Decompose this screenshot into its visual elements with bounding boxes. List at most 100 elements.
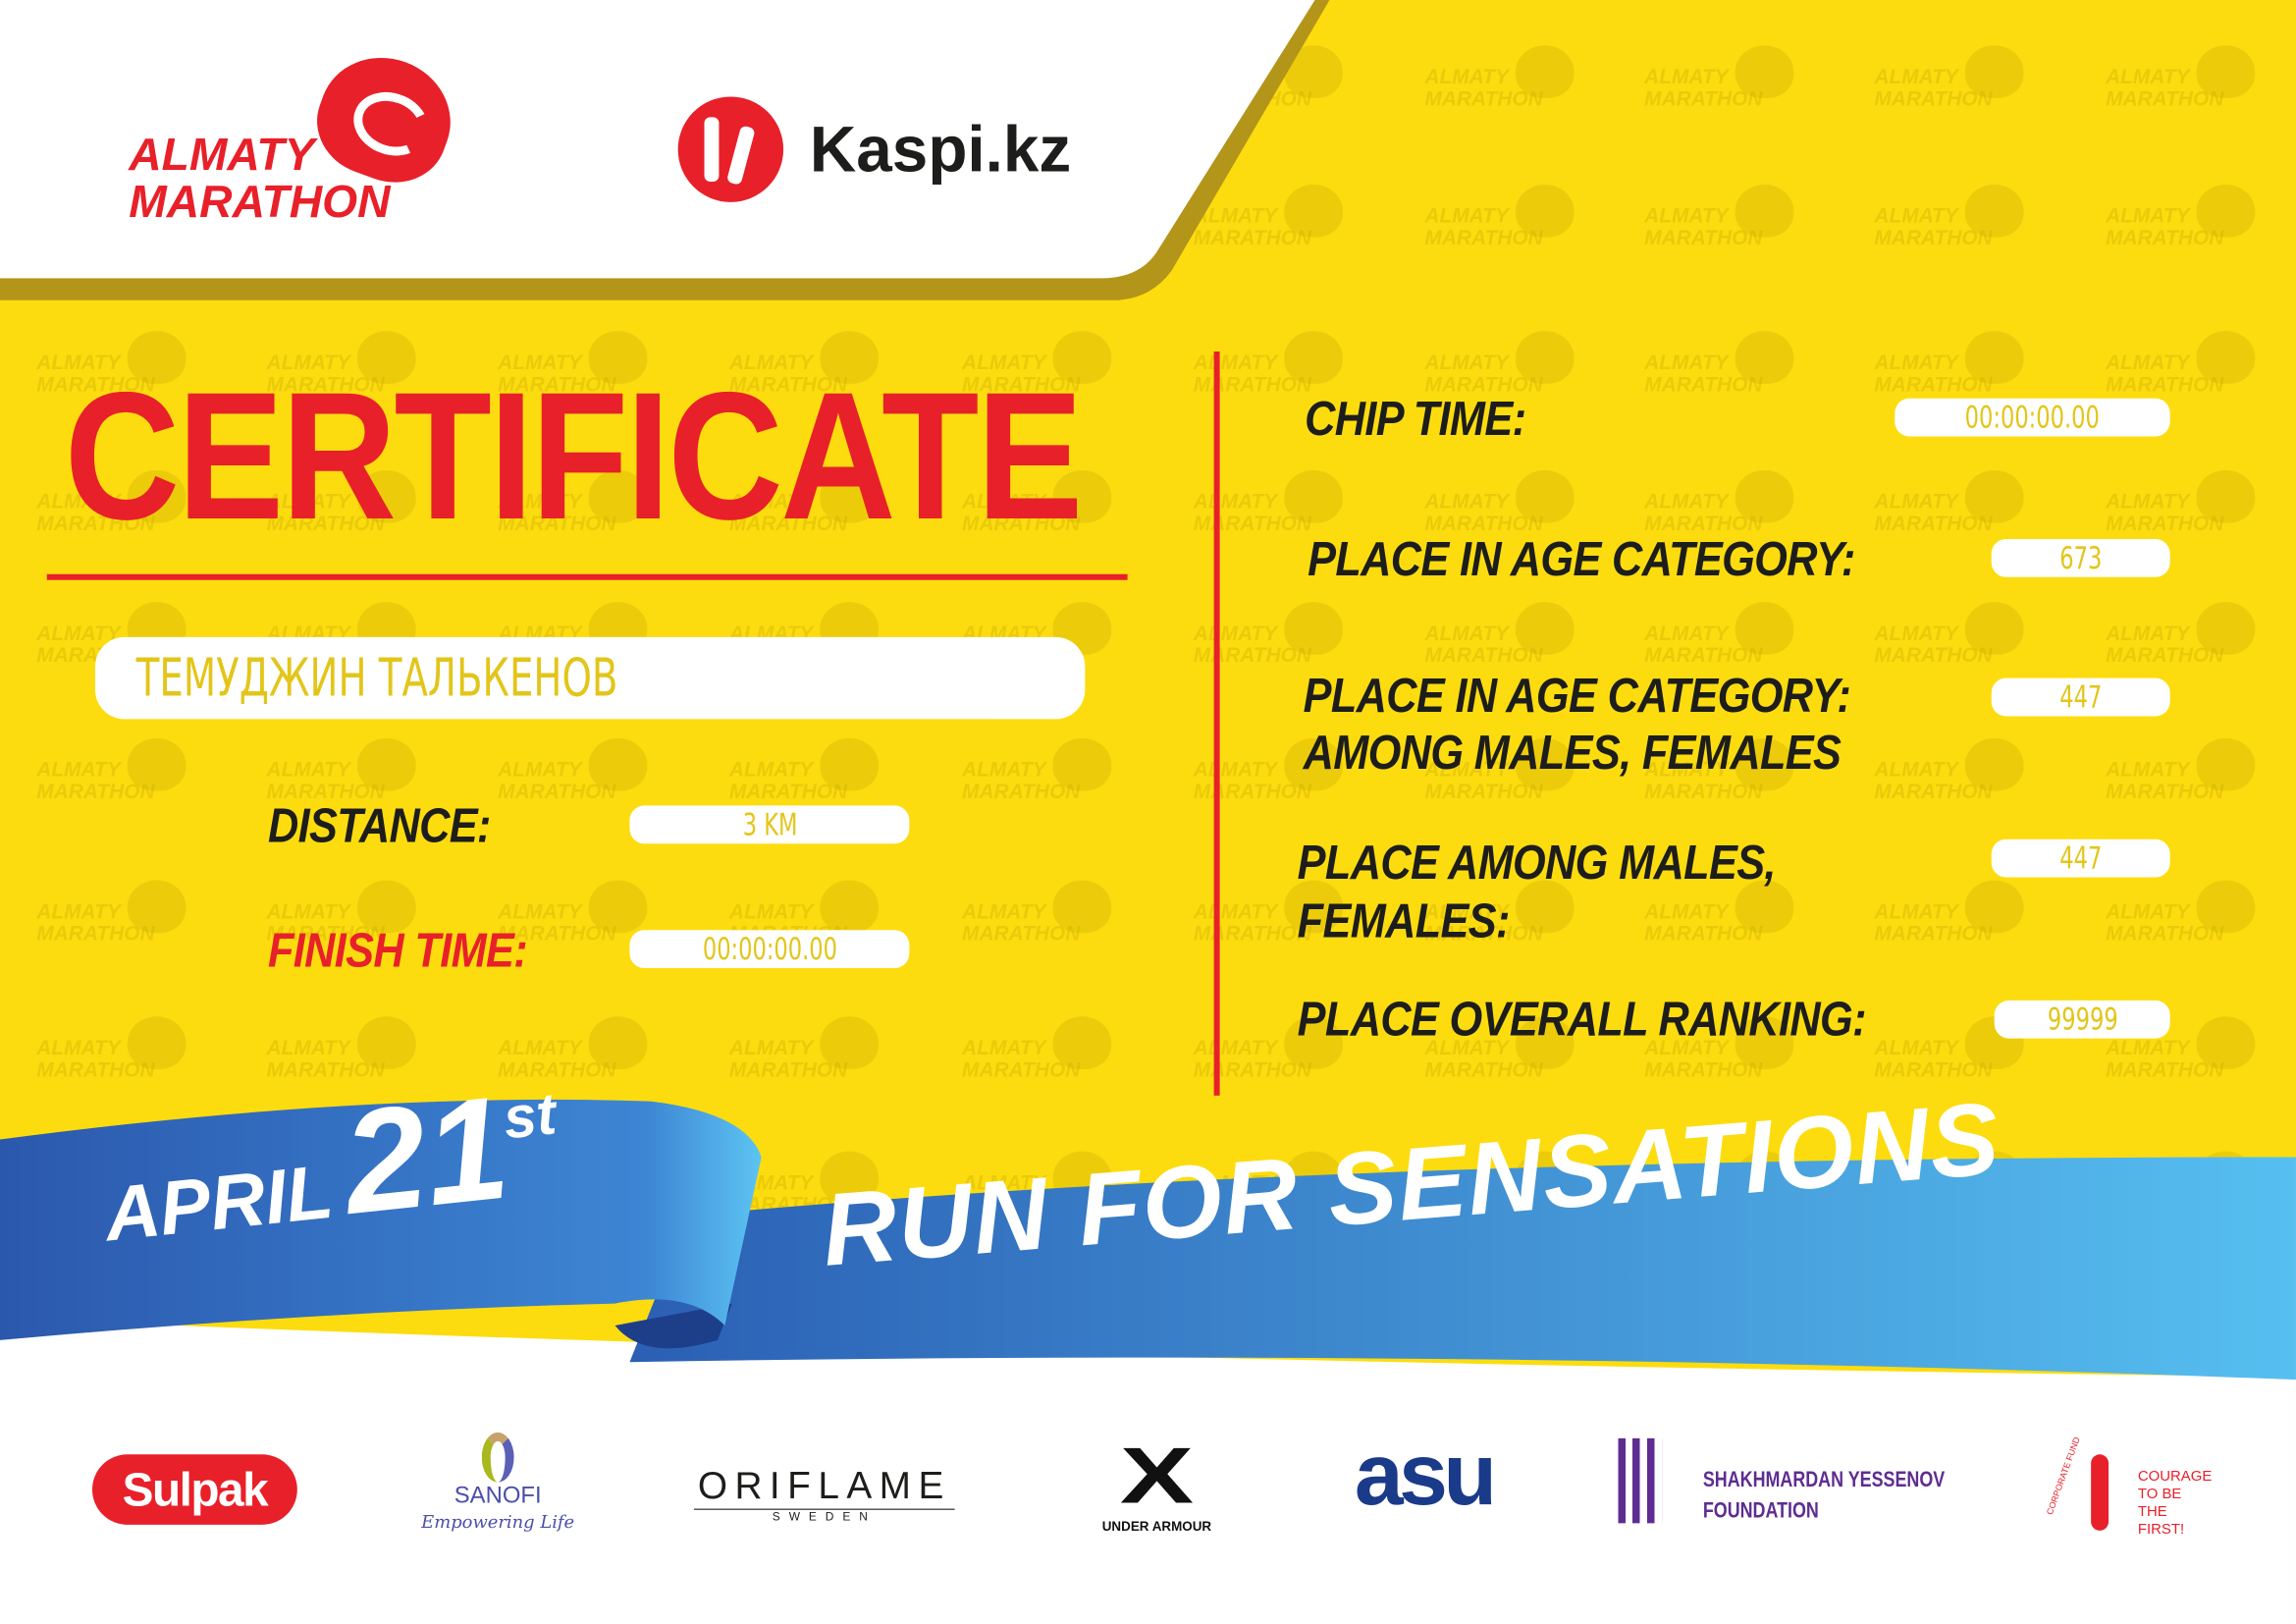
- runner-watermark-icon: [820, 1151, 880, 1205]
- runner-watermark-icon: [588, 737, 648, 791]
- watermark-tile: ALMATY MARATHON: [1644, 45, 1794, 110]
- watermark-tile: ALMATY MARATHON: [1874, 880, 2024, 945]
- watermark-tile: ALMATY MARATHON: [2106, 45, 2256, 110]
- runner-watermark-icon: [127, 1016, 187, 1069]
- watermark-tile: ALMATY MARATHON: [962, 331, 1112, 396]
- runner-watermark-icon: [1735, 1016, 1794, 1069]
- runner-watermark-icon: [2196, 602, 2256, 655]
- runner-watermark-icon: [1284, 880, 1343, 934]
- runner-watermark-icon: [588, 1016, 648, 1069]
- runner-watermark-icon: [1052, 331, 1112, 384]
- runner-watermark-icon: [1964, 880, 2024, 934]
- finish-time-label: FINISH TIME:: [267, 922, 528, 977]
- watermark-tile: ALMATY MARATHON: [266, 331, 416, 396]
- yessenov-emblem-icon: [1618, 1437, 1663, 1524]
- footer-white: [0, 1318, 2296, 1624]
- runner-watermark-icon: [1964, 45, 2024, 98]
- runner-watermark-icon: [1284, 469, 1343, 523]
- participant-name: ТЕМУДЖИН ТАЛЬКЕНОВ: [135, 648, 618, 709]
- age-category-value-field: 673: [1991, 538, 2170, 577]
- sponsor-asu: asu: [1354, 1425, 1497, 1524]
- sanofi-emblem-icon: [481, 1432, 514, 1483]
- watermark-tile: ALMATY MARATHON: [1424, 1016, 1575, 1081]
- sponsor-courage-fund: CORPORATE FUND COURAGE TO BE THE FIRST!: [2046, 1435, 2213, 1539]
- watermark-tile: ALMATY MARATHON: [1644, 469, 1794, 535]
- watermark-tile: ALMATY MARATHON: [36, 469, 187, 535]
- watermark-tile: ALMATY MARATHON: [266, 880, 416, 945]
- runner-watermark-icon: [1284, 184, 1343, 238]
- watermark-tile: ALMATY MARATHON: [2106, 737, 2256, 803]
- watermark-tile: ALMATY MARATHON: [729, 331, 880, 396]
- watermark-tile: ALMATY MARATHON: [2106, 880, 2256, 945]
- watermark-tile: ALMATY MARATHON: [1874, 1016, 2024, 1081]
- distance-label: DISTANCE:: [267, 797, 491, 853]
- gender-value-field: 447: [1991, 839, 2170, 878]
- sponsor-sanofi: SANOFI Empowering Life: [417, 1432, 578, 1532]
- watermark-tile: ALMATY MARATHON: [1424, 469, 1575, 535]
- watermark-tile: ALMATY MARATHON: [266, 737, 416, 803]
- watermark-tile: ALMATY MARATHON: [2106, 184, 2256, 249]
- watermark-tile: ALMATY MARATHON: [498, 1016, 648, 1081]
- watermark-tile: ALMATY MARATHON: [1424, 880, 1575, 945]
- runner-watermark-icon: [2196, 469, 2256, 523]
- runner-watermark-icon: [1284, 602, 1343, 655]
- age-category-gender-label-2: AMONG MALES, FEMALES: [1303, 725, 1842, 780]
- runner-watermark-icon: [1284, 1016, 1343, 1069]
- runner-watermark-icon: [1964, 331, 2024, 384]
- runner-watermark-icon: [1735, 45, 1794, 98]
- runner-watermark-icon: [820, 737, 880, 791]
- watermark-tile: ALMATY MARATHON: [36, 737, 187, 803]
- watermark-tile: ALMATY MARATHON: [498, 331, 648, 396]
- runner-watermark-icon: [2196, 184, 2256, 238]
- runner-watermark-icon: [1735, 469, 1794, 523]
- overall-ranking-label: PLACE OVERALL RANKING:: [1297, 991, 1867, 1047]
- watermark-tile: ALMATY MARATHON: [1644, 331, 1794, 396]
- runner-watermark-icon: [1052, 1016, 1112, 1069]
- sponsor-yessenov: SHAKHMARDAN YESSENOV FOUNDATION: [1618, 1437, 1954, 1527]
- runner-watermark-icon: [588, 469, 648, 523]
- runner-watermark-icon: [1284, 331, 1343, 384]
- runner-watermark-icon: [1515, 880, 1575, 934]
- ribbon-fold: [614, 1303, 732, 1349]
- runner-watermark-icon: [1515, 45, 1575, 98]
- watermark-tile: ALMATY MARATHON: [1194, 1016, 1343, 1081]
- runner-watermark-icon: [1964, 469, 2024, 523]
- participant-name-field: ТЕМУДЖИН ТАЛЬКЕНОВ: [94, 636, 1086, 720]
- runner-watermark-icon: [127, 469, 187, 523]
- watermark-tile: ALMATY MARATHON: [1874, 331, 2024, 396]
- watermark-tile: ALMATY MARATHON: [1644, 1016, 1794, 1081]
- chip-time-value-field: 00:00:00.00: [1895, 398, 2170, 437]
- age-category-label: PLACE IN AGE CATEGORY:: [1308, 531, 1855, 586]
- title-underline: [46, 573, 1128, 580]
- watermark-tile: ALMATY MARATHON: [1874, 602, 2024, 667]
- runner-watermark-icon: [127, 737, 187, 791]
- watermark-tile: ALMATY MARATHON: [729, 737, 880, 803]
- ribbon-left: [0, 1099, 762, 1340]
- watermark-tile: ALMATY MARATHON: [962, 469, 1112, 535]
- watermark-tile: ALMATY MARATHON: [498, 737, 648, 803]
- date-day: 21: [336, 1065, 516, 1246]
- runner-watermark-icon: [2196, 45, 2256, 98]
- age-category-gender-label-1: PLACE IN AGE CATEGORY:: [1303, 668, 1851, 723]
- watermark-tile: ALMATY MARATHON: [1644, 737, 1794, 803]
- overall-ranking-value-field: 99999: [1994, 1000, 2170, 1039]
- watermark-tile: ALMATY MARATHON: [1424, 184, 1575, 249]
- almaty-marathon-logo: ALMATY MARATHON: [129, 39, 468, 235]
- runner-watermark-icon: [1964, 602, 2024, 655]
- watermark-tile: ALMATY MARATHON: [1644, 880, 1794, 945]
- watermark-tile: ALMATY MARATHON: [1194, 331, 1343, 396]
- watermark-tile: ALMATY MARATHON: [1194, 737, 1343, 803]
- sponsor-under-armour: X UNDER ARMOUR: [1076, 1436, 1237, 1533]
- runner-watermark-icon: [1515, 1016, 1575, 1069]
- distance-value-field: 3 KM: [629, 805, 910, 844]
- courage-runner-icon: [2091, 1454, 2109, 1531]
- runner-watermark-icon: [588, 331, 648, 384]
- runner-watermark-icon: [356, 737, 416, 791]
- header-panel: [0, 0, 1315, 279]
- certificate-title: CERTIFICATE: [64, 355, 1084, 559]
- watermark-tile: ALMATY MARATHON: [1194, 602, 1343, 667]
- watermark-tile: ALMATY MARATHON: [729, 1016, 880, 1081]
- sponsor-sulpak: Sulpak: [91, 1454, 297, 1525]
- watermark-tile: ALMATY MARATHON: [729, 880, 880, 945]
